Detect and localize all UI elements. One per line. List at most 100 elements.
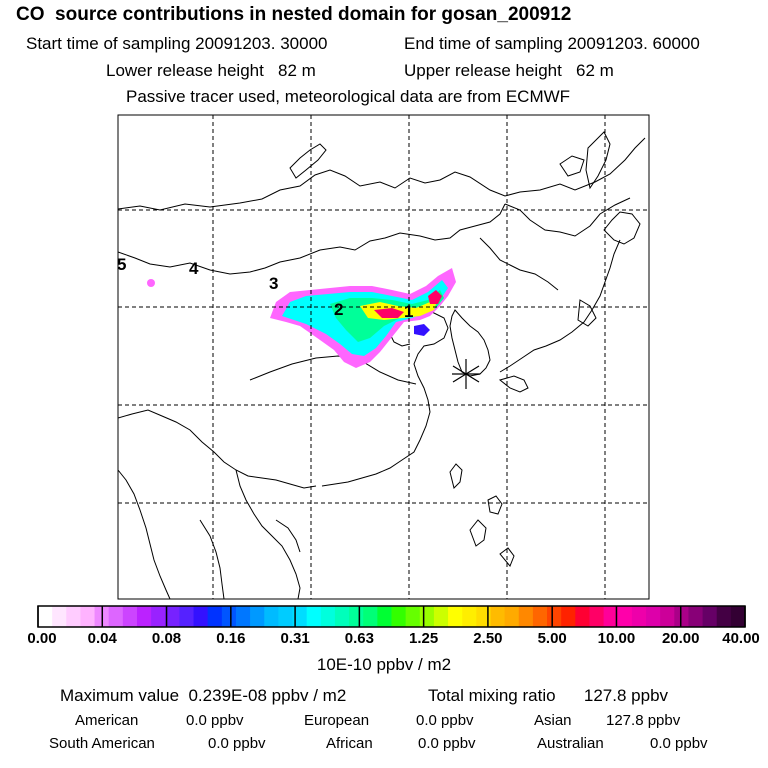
lower-height-label: Lower release height 82 m xyxy=(106,61,316,80)
colorbar-tick-label: 10.00 xyxy=(597,630,636,647)
colorbar-cell xyxy=(490,606,506,627)
coastlines xyxy=(118,131,646,599)
colorbar-cell xyxy=(476,606,492,627)
trajectory-label-5: 5 xyxy=(117,255,126,274)
european-label: European xyxy=(304,712,370,729)
colorbar-cell xyxy=(250,606,265,627)
colorbar-cell xyxy=(165,606,180,627)
colorbar-cell xyxy=(278,606,294,627)
map-frame xyxy=(117,114,650,600)
end-time-label: End time of sampling 20091203. 60000 xyxy=(404,34,700,53)
colorbar-cell xyxy=(674,606,690,627)
colorbar-cell xyxy=(688,606,704,627)
colorbar-tick-label: 0.16 xyxy=(216,630,246,647)
tracer-note: Passive tracer used, meteorological data… xyxy=(126,87,571,106)
colorbar-cell xyxy=(221,606,237,627)
colorbar-cell xyxy=(193,606,209,627)
colorbar-cell xyxy=(532,606,548,627)
colorbar-cell xyxy=(631,606,647,627)
colorbar-cell xyxy=(561,606,576,627)
colorbar-cell xyxy=(617,606,633,627)
colorbar-cell xyxy=(547,606,562,627)
colorbar-tick-label: 0.08 xyxy=(151,630,182,647)
colorbar-tick-label: 20.00 xyxy=(661,630,700,647)
colorbar-cell xyxy=(207,606,223,627)
american-value: 0.0 ppbv xyxy=(186,712,244,729)
asian-value: 127.8 ppbv xyxy=(606,712,681,729)
colorbar-cells xyxy=(38,606,746,627)
colorbar-cell xyxy=(80,606,96,627)
colorbar-cell xyxy=(136,606,152,627)
african-value: 0.0 ppbv xyxy=(418,735,476,752)
colorbar-tick-label: 0.00 xyxy=(27,630,57,647)
colorbar-cell xyxy=(702,606,718,627)
colorbar-cell xyxy=(108,606,124,627)
max-value-label: Maximum value 0.239E-08 ppbv / m2 xyxy=(60,686,347,705)
colorbar-cell xyxy=(306,606,322,627)
colorbar-cell xyxy=(433,606,449,627)
upper-height-label: Upper release height 62 m xyxy=(404,61,614,80)
trajectory-label-3: 3 xyxy=(269,274,278,293)
colorbar-cell xyxy=(320,606,336,627)
european-value: 0.0 ppbv xyxy=(416,712,474,729)
plume-core xyxy=(374,308,404,318)
colorbar-cell xyxy=(151,606,166,627)
colorbar-tick-label: 0.04 xyxy=(87,630,117,647)
colorbar-cell xyxy=(235,606,251,627)
colorbar-unit-label: 10E-10 ppbv / m2 xyxy=(316,655,452,674)
american-label: American xyxy=(75,712,139,729)
colorbar-cell xyxy=(391,606,407,627)
colorbar-cell xyxy=(38,606,53,627)
start-time-label: Start time of sampling 20091203. 30000 xyxy=(26,34,328,53)
colorbar-cell xyxy=(646,606,661,627)
colorbar-tick-label: 0.63 xyxy=(344,630,374,647)
colorbar-cell xyxy=(179,606,195,627)
colorbar-cell xyxy=(589,606,605,627)
colorbar-tick-label: 5.00 xyxy=(537,630,567,647)
colorbar-cell xyxy=(405,606,421,627)
colorbar-cell xyxy=(363,606,378,627)
plume-blue-patch xyxy=(414,324,430,336)
colorbar-cell xyxy=(52,606,67,627)
colorbar-tick-label: 40.00 xyxy=(722,630,760,647)
plot-title: CO source contributions in nested domain… xyxy=(16,4,572,25)
colorbar-cell xyxy=(518,606,534,627)
colorbar-cell xyxy=(292,606,308,627)
trajectory-label-1: 1 xyxy=(404,302,413,321)
colorbar-cell xyxy=(264,606,279,627)
plume-isolated-patch xyxy=(147,279,155,287)
colorbar-cell xyxy=(419,606,435,627)
colorbar-cell xyxy=(334,606,350,627)
colorbar-cell xyxy=(603,606,619,627)
australian-value: 0.0 ppbv xyxy=(650,735,708,752)
colorbar-cell xyxy=(377,606,393,627)
south-american-value: 0.0 ppbv xyxy=(208,735,266,752)
colorbar-cell xyxy=(66,606,82,627)
colorbar-cell xyxy=(349,606,364,627)
trajectory-label-2: 2 xyxy=(334,300,343,319)
co-plume xyxy=(147,268,456,368)
asian-label: Asian xyxy=(534,712,572,729)
colorbar-tick-label: 1.25 xyxy=(409,630,439,647)
colorbar-cell xyxy=(660,606,675,627)
colorbar-cell xyxy=(575,606,591,627)
total-mixing-label: Total mixing ratio 127.8 ppbv xyxy=(428,686,669,705)
colorbar-ticks xyxy=(37,606,746,627)
colorbar-tick-label: 0.31 xyxy=(280,630,310,647)
colorbar-cell xyxy=(462,606,477,627)
colorbar-cell xyxy=(122,606,138,627)
colorbar-cell xyxy=(448,606,463,627)
african-label: African xyxy=(326,735,373,752)
colorbar-cell xyxy=(504,606,520,627)
colorbar-tick-label: 2.50 xyxy=(473,630,503,647)
colorbar-cell xyxy=(730,606,746,627)
trajectory-label-4: 4 xyxy=(189,259,199,278)
australian-label: Australian xyxy=(537,735,604,752)
receptor-asterisk-icon xyxy=(452,359,480,389)
south-american-label: South American xyxy=(49,735,155,752)
colorbar-cell xyxy=(716,606,732,627)
plume-core-2 xyxy=(428,290,442,304)
